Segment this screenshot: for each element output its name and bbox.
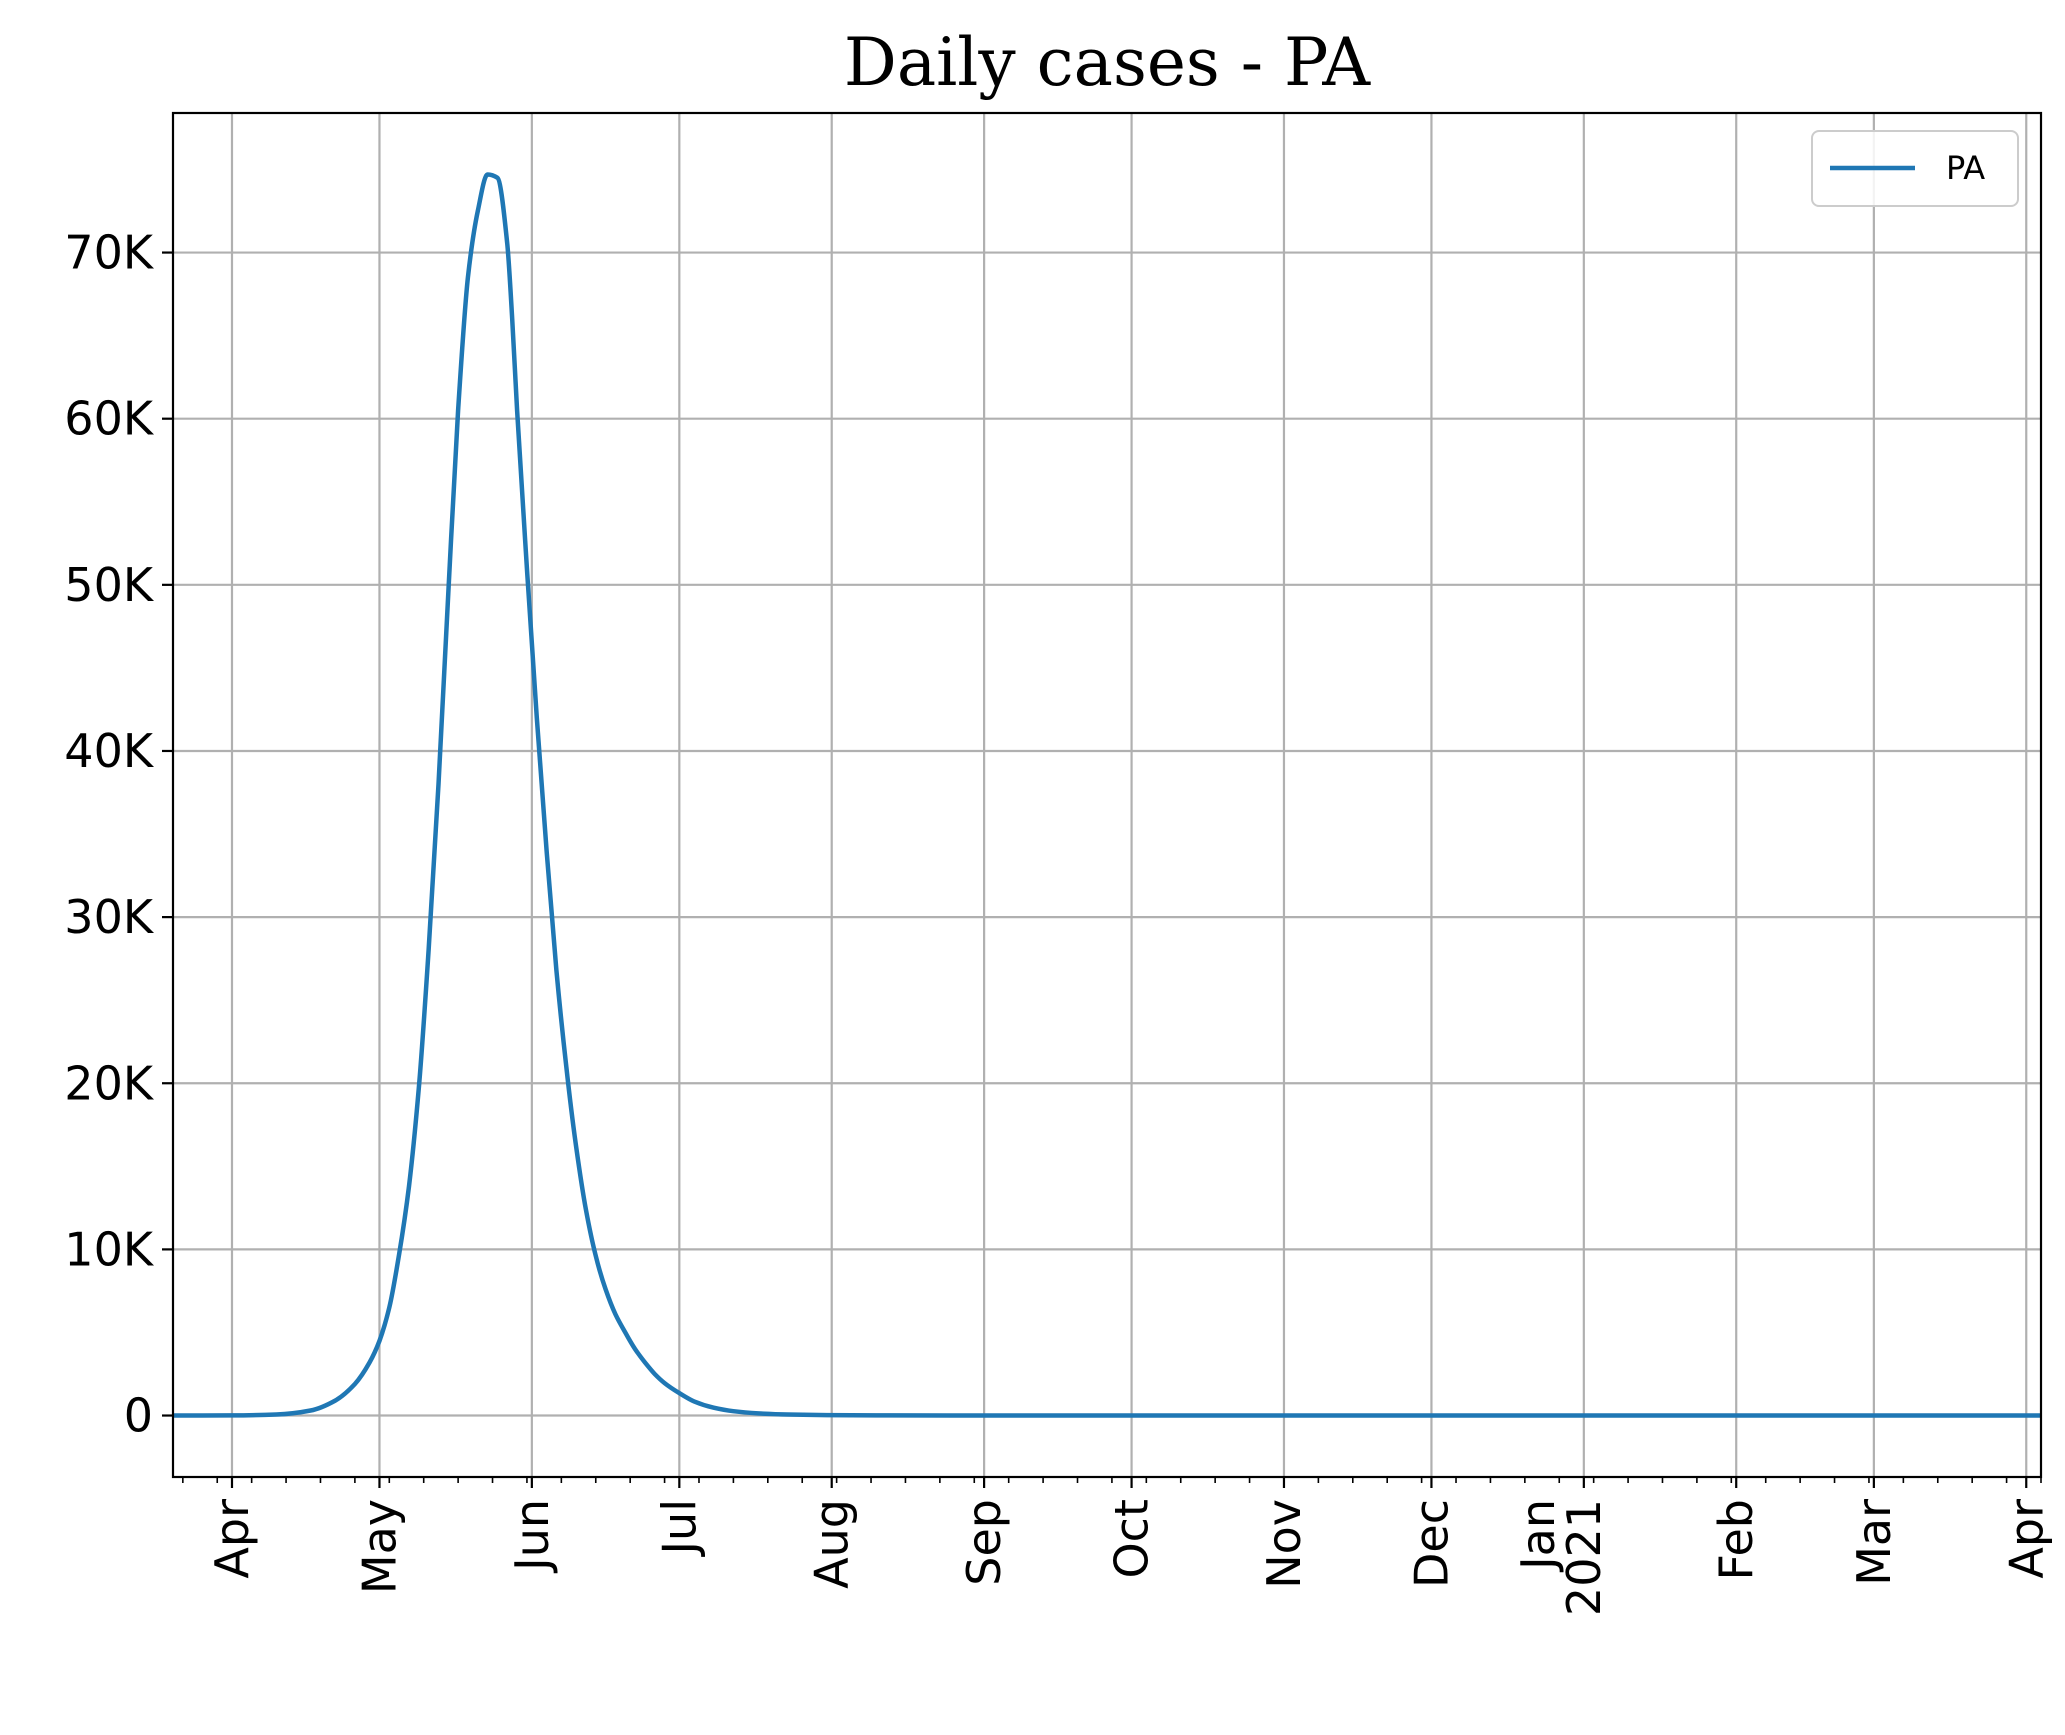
y-tick-label: 10K bbox=[64, 1222, 155, 1276]
x-tick-label: Nov bbox=[1257, 1499, 1311, 1589]
y-tick-label: 30K bbox=[64, 890, 155, 944]
x-tick-label: Jul bbox=[652, 1499, 706, 1558]
legend-label-pa: PA bbox=[1946, 149, 1985, 187]
x-tick-label: Sep bbox=[957, 1499, 1011, 1586]
legend: PA bbox=[1811, 130, 2019, 207]
y-tick-label: 0 bbox=[124, 1389, 153, 1443]
x-axis-tick-labels: Apr May Jun Jul Aug Sep Oct Nov Dec Jan2021 Feb Mar… bbox=[205, 1499, 2053, 1616]
x-tick-label: Oct bbox=[1105, 1499, 1159, 1579]
chart-title: Daily cases - PA bbox=[844, 24, 1371, 101]
grid-lines bbox=[173, 113, 2041, 1477]
x-tick-label: May bbox=[352, 1499, 406, 1594]
series-line-pa bbox=[172, 172, 2041, 1418]
x-tick-label: Jan2021 bbox=[1511, 1499, 1611, 1616]
x-tick-label: Feb bbox=[1709, 1499, 1763, 1580]
x-tick-label: Aug bbox=[805, 1499, 859, 1589]
x-tick-label: Apr bbox=[205, 1499, 259, 1579]
y-tick-label: 40K bbox=[64, 724, 155, 778]
y-tick-label: 60K bbox=[64, 392, 155, 446]
x-tick-label: Apr bbox=[1999, 1499, 2053, 1579]
y-tick-label: 50K bbox=[64, 558, 155, 612]
x-tick-label: Dec bbox=[1404, 1499, 1458, 1588]
y-tick-label: 20K bbox=[64, 1056, 155, 1110]
series-layer bbox=[172, 172, 2041, 1418]
x-tick-label: Mar bbox=[1847, 1499, 1901, 1586]
plot-frame bbox=[171, 111, 2043, 1479]
x-tick-label: Jun bbox=[505, 1499, 559, 1574]
y-tick-label: 70K bbox=[64, 226, 155, 280]
axis-ticks bbox=[162, 251, 2042, 1488]
y-axis-tick-labels: 0 10K 20K 30K 40K 50K 60K 70K bbox=[64, 226, 155, 1443]
